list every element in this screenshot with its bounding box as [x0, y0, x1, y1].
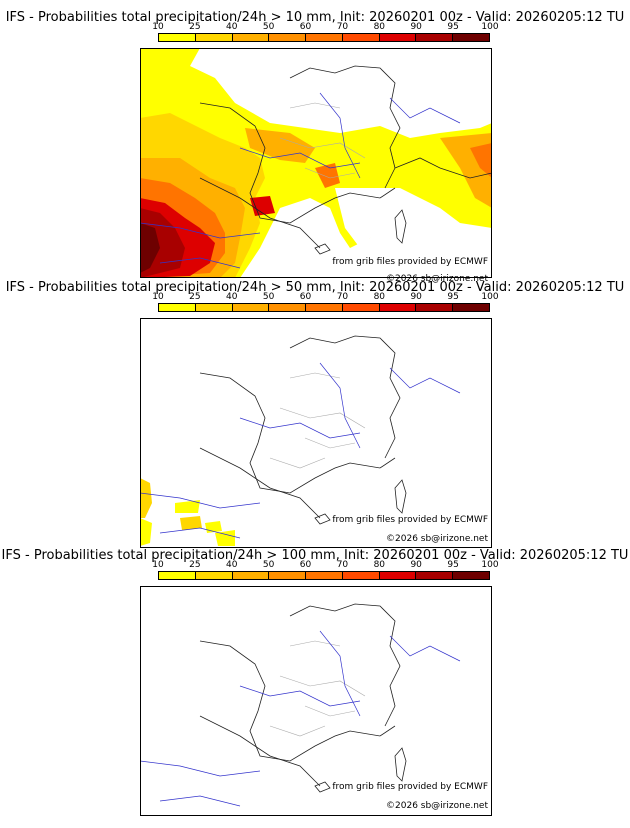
- probability-map: [140, 318, 492, 548]
- colorbar-tick: 80: [373, 292, 386, 302]
- colorbar-tick: 100: [481, 560, 499, 570]
- colorbar-swatch: [342, 572, 380, 579]
- colorbar-tick: 90: [410, 292, 422, 302]
- colorbar-tick: 60: [299, 292, 312, 302]
- colorbar-tick: 100: [481, 22, 499, 32]
- colorbar-tick: 90: [410, 22, 422, 32]
- colorbar-tick: 25: [189, 560, 201, 570]
- precip-field: [140, 48, 492, 278]
- map-panel-10mm: IFS - Probabilities total precipitation/…: [0, 10, 630, 284]
- colorbar-tick: 25: [189, 292, 201, 302]
- colorbar-swatch: [159, 34, 196, 41]
- panel-title: IFS - Probabilities total precipitation/…: [5, 10, 625, 25]
- colorbar-tick: 60: [299, 560, 312, 570]
- probability-map: [140, 586, 492, 816]
- colorbar-swatch: [232, 304, 270, 311]
- copyright: ©2026 sb@irizone.net: [386, 274, 488, 284]
- colorbar-swatch: [379, 572, 417, 579]
- colorbar-tick: 10: [152, 560, 164, 570]
- colorbar-tick: 50: [262, 22, 275, 32]
- colorbar-swatch: [416, 572, 454, 579]
- colorbar-tick: 60: [299, 22, 312, 32]
- colorbar-swatch: [379, 304, 417, 311]
- colorbar: [158, 33, 490, 42]
- colorbar-tick: 80: [373, 560, 386, 570]
- map-lines: [140, 603, 461, 807]
- colorbar-tick: 40: [226, 22, 238, 32]
- map-lines: [140, 335, 461, 539]
- colorbar-tick: 80: [373, 22, 386, 32]
- colorbar-swatch: [306, 304, 343, 311]
- colorbar-swatch: [416, 34, 454, 41]
- copyright: ©2026 sb@irizone.net: [386, 801, 488, 811]
- colorbar-ticks: 10 25 40 50 60 70 80 90 95 100: [152, 292, 498, 303]
- colorbar-tick: 50: [262, 560, 275, 570]
- colorbar-tick: 70: [336, 560, 349, 570]
- colorbar-swatch: [453, 572, 490, 579]
- colorbar-swatch: [342, 34, 380, 41]
- precip-field: [140, 478, 235, 546]
- panel-title: IFS - Probabilities total precipitation/…: [1, 548, 629, 563]
- colorbar-tick: 95: [447, 292, 459, 302]
- colorbar-tick: 25: [189, 22, 201, 32]
- colorbar: [158, 303, 490, 312]
- data-source-credit: from grib files provided by ECMWF: [332, 515, 488, 525]
- colorbar-swatch: [159, 572, 196, 579]
- colorbar-swatch: [269, 34, 307, 41]
- colorbar-tick: 100: [481, 292, 499, 302]
- colorbar-tick: 50: [262, 292, 275, 302]
- colorbar-swatch: [232, 572, 270, 579]
- colorbar: [158, 571, 490, 580]
- colorbar-tick: 40: [226, 292, 238, 302]
- colorbar-tick: 40: [226, 560, 238, 570]
- colorbar-swatch: [195, 34, 233, 41]
- map-panel-100mm: IFS - Probabilities total precipitation/…: [0, 548, 630, 816]
- data-source-credit: from grib files provided by ECMWF: [332, 782, 488, 792]
- panel-title: IFS - Probabilities total precipitation/…: [5, 280, 625, 295]
- copyright: ©2026 sb@irizone.net: [386, 534, 488, 544]
- colorbar-swatch: [269, 304, 307, 311]
- colorbar-swatch: [269, 572, 307, 579]
- colorbar-swatch: [232, 34, 270, 41]
- colorbar-swatch: [453, 34, 490, 41]
- colorbar-tick: 90: [410, 560, 422, 570]
- colorbar-swatch: [379, 34, 417, 41]
- colorbar-ticks: 10 25 40 50 60 70 80 90 95 100: [152, 560, 498, 571]
- colorbar-tick: 70: [336, 292, 349, 302]
- colorbar-swatch: [306, 34, 343, 41]
- colorbar-ticks: 10 25 40 50 60 70 80 90 95 100: [152, 22, 498, 33]
- colorbar-swatch: [416, 304, 454, 311]
- colorbar-tick: 70: [336, 22, 349, 32]
- data-source-credit: from grib files provided by ECMWF: [332, 257, 488, 267]
- colorbar-tick: 10: [152, 22, 164, 32]
- colorbar-swatch: [306, 572, 343, 579]
- colorbar-tick: 10: [152, 292, 164, 302]
- colorbar-swatch: [342, 304, 380, 311]
- colorbar-swatch: [195, 304, 233, 311]
- colorbar-swatch: [159, 304, 196, 311]
- colorbar-swatch: [453, 304, 490, 311]
- map-lines: [140, 65, 492, 269]
- colorbar-tick: 95: [447, 22, 459, 32]
- map-panel-50mm: IFS - Probabilities total precipitation/…: [0, 280, 630, 548]
- colorbar-tick: 95: [447, 560, 459, 570]
- probability-map: [140, 48, 492, 278]
- colorbar-swatch: [195, 572, 233, 579]
